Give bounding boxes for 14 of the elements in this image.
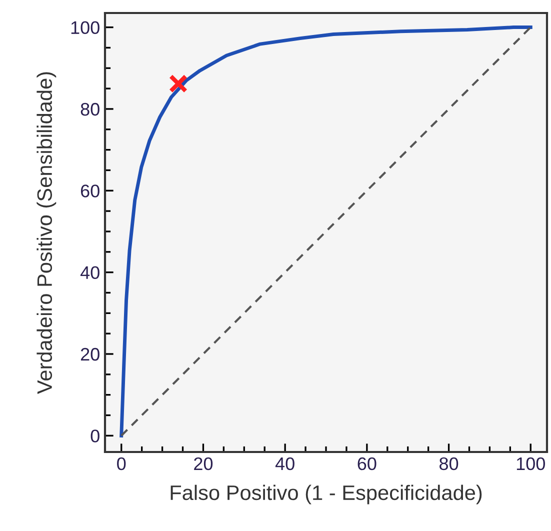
- y-axis-title: Verdadeiro Positivo (Sensibilidade): [36, 72, 56, 394]
- y-tick-label: 40: [80, 266, 100, 280]
- x-tick-label: 0: [117, 457, 126, 470]
- x-axis-title: Falso Positivo (1 - Especificidade): [170, 484, 482, 504]
- y-tick-label: 80: [80, 102, 100, 116]
- x-tick-label: 60: [358, 457, 376, 470]
- x-tick-label: 40: [275, 457, 294, 470]
- x-tick-label: 80: [440, 457, 458, 470]
- y-tick-label: 20: [80, 348, 100, 361]
- x-tick-label: 100: [516, 457, 545, 470]
- x-tick-label: 20: [194, 457, 213, 470]
- y-tick-label: 60: [80, 184, 100, 198]
- y-tick-label: 100: [71, 21, 100, 34]
- y-tick-label: 0: [90, 430, 100, 442]
